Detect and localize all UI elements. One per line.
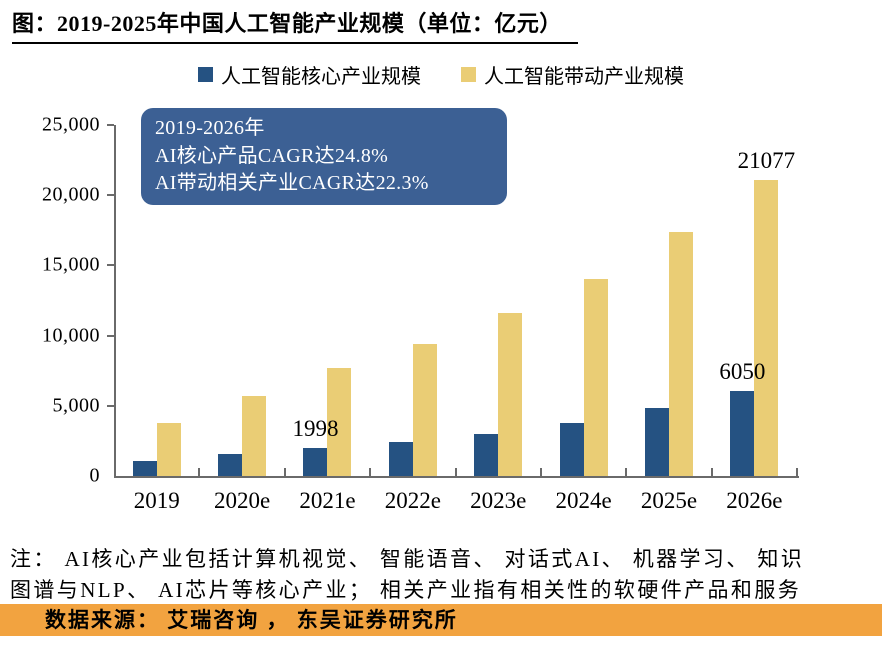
x-axis-tick: [539, 468, 542, 476]
y-axis-tick-label: 0: [89, 464, 100, 487]
bar-core-2022e: [388, 442, 413, 476]
data-source-bar: 数据来源： 艾瑞咨询 ， 东吴证券研究所: [0, 604, 882, 636]
bar-driven-2021e: [327, 367, 352, 476]
bar-driven-2022e: [412, 344, 437, 476]
bar-core-2021e: [303, 447, 328, 476]
y-axis-tick: [107, 334, 114, 337]
x-axis-label-2026e: 2026e: [726, 488, 783, 513]
y-axis-tick-label: 20,000: [42, 183, 100, 206]
bar-core-2024e: [559, 422, 584, 476]
bar-core-2026e: [730, 391, 755, 476]
x-axis-tick: [710, 468, 713, 476]
y-axis-tick-label: 10,000: [42, 324, 100, 347]
bar-driven-2024e: [583, 279, 608, 476]
bar-value-label: 1998: [292, 415, 339, 441]
legend-item-driven: 人工智能带动产业规模: [461, 60, 684, 89]
bar-driven-2026e: [754, 180, 779, 476]
y-axis-line: [114, 125, 116, 476]
y-axis-tick: [107, 124, 114, 126]
legend-swatch-core-icon: [198, 67, 213, 82]
legend-label-driven: 人工智能带动产业规模: [484, 66, 684, 88]
footnote-line-2: 图谱与NLP、 AI芯片等核心产业； 相关产业指有相关性的软硬件产品和服务: [10, 578, 802, 602]
y-axis-tick: [107, 194, 114, 197]
x-axis-label-2019: 2019: [133, 488, 180, 513]
figure-title-wrap: 图：2019-2025年中国人工智能产业规模（单位：亿元）: [12, 6, 578, 44]
cagr-annotation-box: 2019-2026年 AI核心产品CAGR达24.8% AI带动相关产业CAGR…: [141, 108, 507, 205]
bar-core-2025e: [644, 407, 669, 476]
x-axis-tick: [198, 468, 201, 476]
x-axis-label-2021e: 2021e: [299, 488, 356, 513]
x-axis-tick: [369, 468, 372, 476]
annotation-line-2: AI核心产品CAGR达24.8%: [155, 144, 389, 167]
x-axis-label-2023e: 2023e: [470, 488, 527, 513]
bar-core-2023e: [474, 433, 499, 476]
x-axis-label-2024e: 2024e: [555, 488, 612, 513]
bar-core-2020e: [218, 454, 243, 476]
figure-title: 图：2019-2025年中国人工智能产业规模（单位：亿元）: [12, 6, 578, 44]
x-axis-tick: [796, 468, 798, 476]
annotation-line-3: AI带动相关产业CAGR达22.3%: [155, 172, 429, 195]
footnote-line-1: 注： AI核心产业包括计算机视觉、 智能语音、 对话式AI、 机器学习、 知识: [10, 547, 805, 571]
bar-value-label: 21077: [737, 148, 796, 174]
y-axis-tick-label: 5,000: [52, 394, 100, 417]
x-axis-label-2025e: 2025e: [640, 488, 698, 513]
bar-driven-2025e: [668, 231, 693, 476]
x-axis-tick: [625, 468, 628, 476]
bar-core-2019: [132, 460, 157, 476]
y-axis-tick-label: 25,000: [42, 113, 100, 136]
y-axis-tick-label: 15,000: [42, 253, 100, 276]
legend-item-core: 人工智能核心产业规模: [198, 60, 421, 89]
x-axis-label-2020e: 2020e: [213, 488, 271, 513]
x-axis-line: [114, 476, 799, 478]
bar-driven-2023e: [498, 313, 523, 476]
legend-swatch-driven-icon: [461, 67, 476, 82]
y-axis-tick: [107, 404, 114, 407]
annotation-line-1: 2019-2026年: [155, 117, 265, 139]
x-axis-tick: [454, 468, 457, 476]
bar-driven-2020e: [242, 395, 267, 476]
x-axis-label-2022e: 2022e: [384, 488, 441, 513]
chart-legend: 人工智能核心产业规模 人工智能带动产业规模: [0, 60, 882, 89]
bar-driven-2019: [156, 422, 181, 476]
x-axis-tick: [283, 468, 286, 476]
y-axis-tick: [107, 264, 114, 267]
bar-value-label: 6050: [719, 359, 766, 385]
legend-label-core: 人工智能核心产业规模: [221, 66, 421, 88]
